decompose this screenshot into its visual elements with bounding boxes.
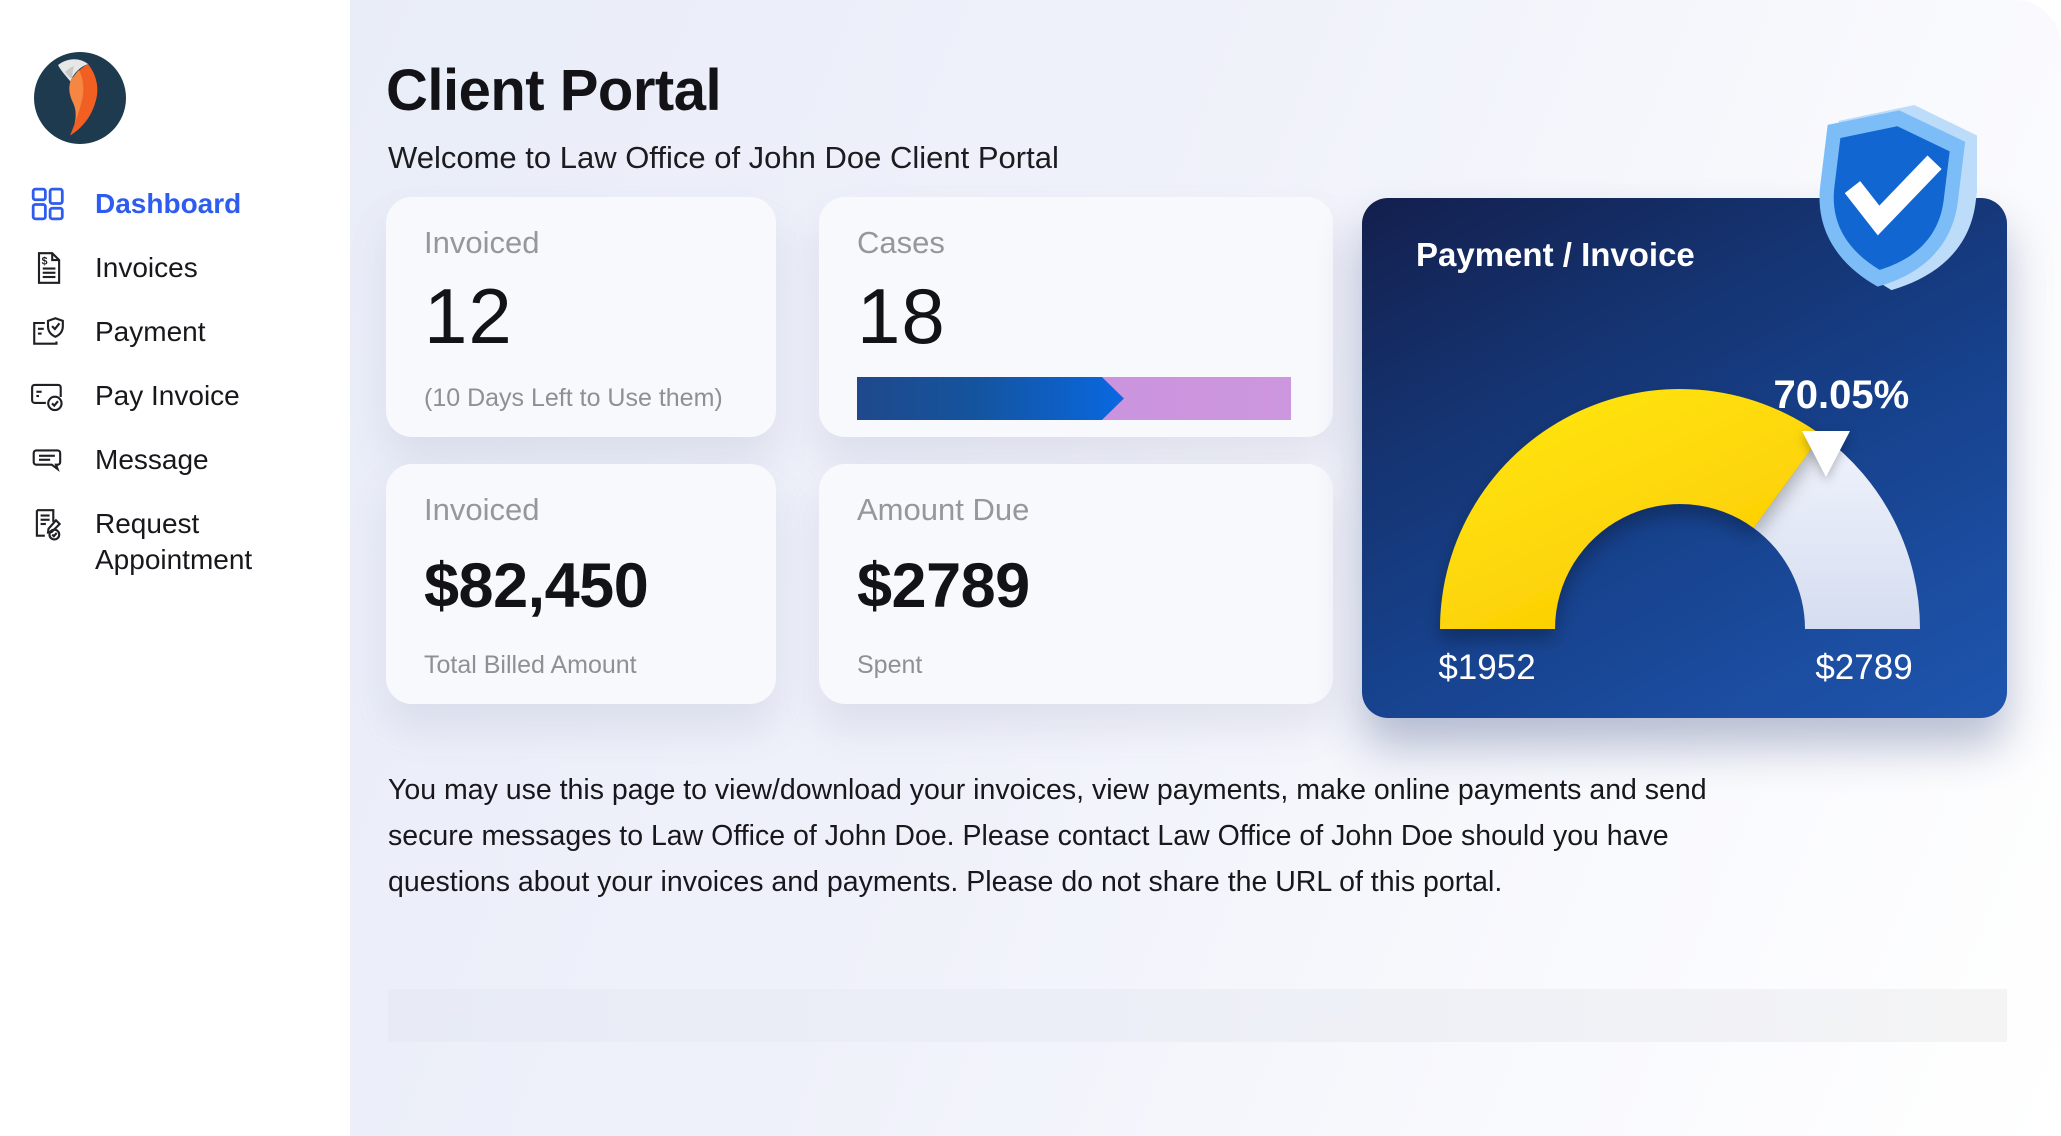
gauge-filled-arc	[1440, 389, 1822, 629]
cases-count-value: 18	[857, 272, 946, 360]
amount-due-note: Spent	[857, 651, 923, 679]
sidebar-item-label: Pay Invoice	[95, 380, 240, 411]
invoiced-count-note: (10 Days Left to Use them)	[424, 384, 723, 412]
card-label: Amount Due	[857, 492, 1030, 527]
invoiced-count-card: Invoiced 12 (10 Days Left to Use them)	[386, 197, 776, 437]
sidebar-item-label: Payment	[95, 316, 206, 347]
main-content: Client Portal Welcome to Law Office of J…	[350, 0, 2061, 1136]
verified-shield-icon	[1799, 99, 1984, 305]
cases-card: Cases 18	[819, 197, 1333, 437]
dashboard-grid-icon	[30, 186, 66, 222]
sidebar-item-request-appointment[interactable]: Request Appointment	[30, 506, 330, 578]
invoiced-count-value: 12	[424, 272, 513, 360]
sidebar: Dashboard $ Invoices	[0, 0, 350, 1136]
appointment-request-icon	[30, 506, 66, 542]
sidebar-item-label: Dashboard	[95, 188, 242, 219]
page-title: Client Portal	[386, 58, 722, 123]
sidebar-item-label: Request Appointment	[95, 508, 253, 575]
welcome-subtitle: Welcome to Law Office of John Doe Client…	[388, 140, 1059, 175]
credit-card-check-icon	[30, 378, 66, 414]
payment-invoice-card: Payment / Invoice	[1362, 105, 2007, 718]
invoice-document-icon: $	[30, 250, 66, 286]
law-firm-logo	[32, 50, 128, 146]
card-label: Invoiced	[424, 225, 540, 260]
logo-tail-tip	[58, 59, 88, 82]
cases-progress-fill	[857, 377, 1124, 420]
invoiced-amount-value: $82,450	[424, 551, 649, 621]
portal-description: You may use this page to view/download y…	[388, 774, 1707, 898]
payment-gauge	[1440, 389, 1920, 629]
sidebar-item-invoices[interactable]: $ Invoices	[30, 250, 330, 286]
sidebar-item-label: Message	[95, 444, 209, 475]
card-label: Invoiced	[424, 492, 540, 527]
card-label: Cases	[857, 225, 945, 260]
sidebar-item-dashboard[interactable]: Dashboard	[30, 186, 330, 222]
sidebar-item-pay-invoice[interactable]: Pay Invoice	[30, 378, 330, 414]
sidebar-item-message[interactable]: Message	[30, 442, 330, 478]
invoiced-amount-note: Total Billed Amount	[424, 651, 637, 679]
gauge-pointer-triangle	[1802, 431, 1851, 478]
sidebar-item-payment[interactable]: Payment	[30, 314, 330, 350]
sidebar-nav: Dashboard $ Invoices	[30, 186, 330, 578]
cases-progress-bar	[857, 377, 1291, 420]
svg-text:$: $	[42, 255, 48, 267]
payment-invoice-title: Payment / Invoice	[1416, 236, 1695, 273]
amount-due-card: Amount Due $2789 Spent	[819, 464, 1333, 704]
gauge-right-value: $2789	[1815, 648, 1913, 687]
dashboard-cards: Invoiced 12 (10 Days Left to Use them) I…	[386, 105, 2007, 718]
invoiced-amount-card: Invoiced $82,450 Total Billed Amount	[386, 464, 776, 704]
gauge-left-value: $1952	[1438, 648, 1536, 687]
sidebar-item-label: Invoices	[95, 252, 198, 283]
placeholder-bar	[388, 989, 2007, 1042]
gauge-track-arc	[1753, 435, 1920, 629]
amount-due-value: $2789	[857, 551, 1030, 621]
payment-shield-icon	[30, 314, 66, 350]
gauge-percent-label: 70.05%	[1773, 373, 1910, 418]
chat-bubbles-icon	[30, 442, 66, 478]
